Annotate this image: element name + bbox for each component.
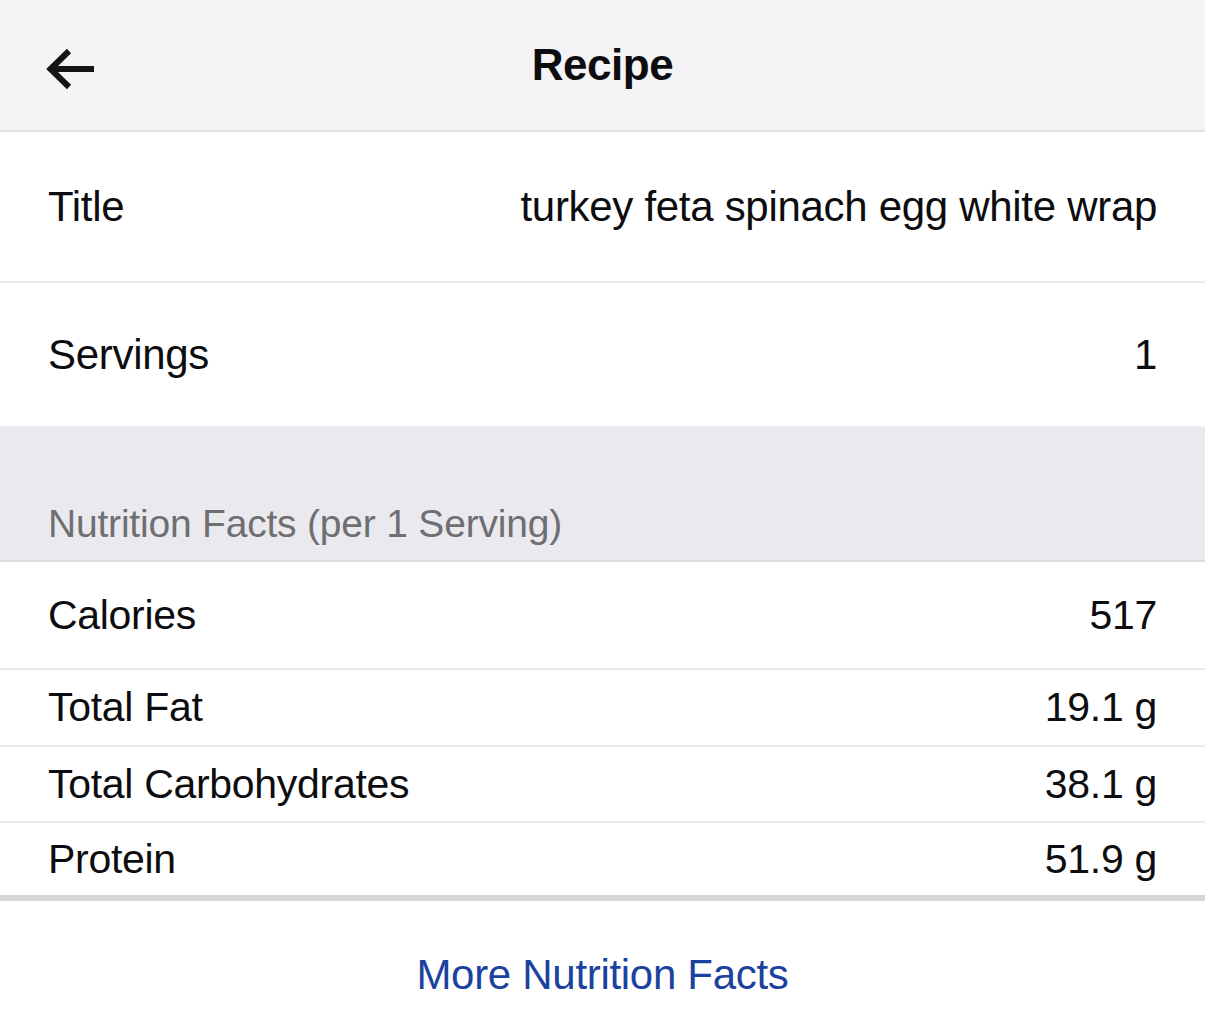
field-row-servings[interactable]: Servings 1 [0, 283, 1205, 426]
nutrition-value: 51.9 g [1045, 836, 1157, 883]
nutrition-value: 517 [1089, 592, 1157, 639]
nutrition-label: Total Fat [48, 684, 203, 731]
field-row-title[interactable]: Title turkey feta spinach egg white wrap [0, 132, 1205, 283]
recipe-screen: Recipe Title turkey feta spinach egg whi… [0, 0, 1205, 1034]
nutrition-label: Calories [48, 592, 196, 639]
nutrition-row-total-fat: Total Fat 19.1 g [0, 670, 1205, 747]
more-nutrition-facts-link[interactable]: More Nutrition Facts [416, 951, 788, 999]
back-button[interactable] [38, 36, 104, 102]
section-title: Nutrition Facts (per 1 Serving) [48, 502, 562, 546]
field-label: Title [48, 183, 124, 231]
field-label: Servings [48, 331, 209, 379]
field-value: 1 [1134, 331, 1157, 379]
nutrition-value: 19.1 g [1045, 684, 1157, 731]
nutrition-section-header: Nutrition Facts (per 1 Serving) [0, 426, 1205, 562]
footer: More Nutrition Facts [0, 901, 1205, 1034]
nutrition-row-protein: Protein 51.9 g [0, 823, 1205, 895]
nutrition-label: Total Carbohydrates [48, 761, 409, 808]
nutrition-value: 38.1 g [1045, 761, 1157, 808]
header: Recipe [0, 0, 1205, 132]
nutrition-row-total-carbohydrates: Total Carbohydrates 38.1 g [0, 747, 1205, 823]
field-value: turkey feta spinach egg white wrap [521, 183, 1158, 231]
arrow-left-icon [44, 42, 98, 96]
nutrition-label: Protein [48, 836, 176, 883]
page-title: Recipe [0, 40, 1205, 90]
nutrition-row-calories: Calories 517 [0, 562, 1205, 670]
